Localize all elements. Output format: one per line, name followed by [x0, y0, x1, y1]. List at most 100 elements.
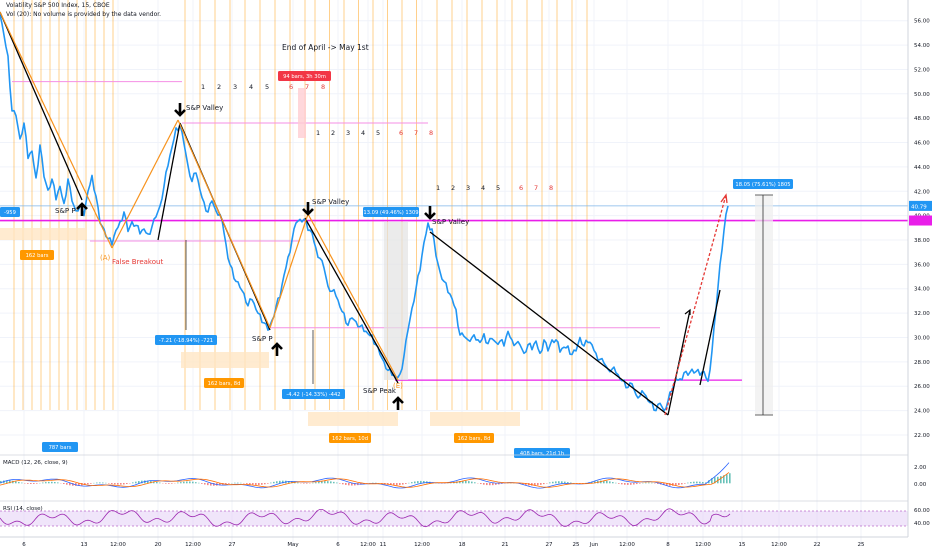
range-box — [298, 88, 306, 138]
x-tick-label: 15 — [739, 542, 746, 548]
macd-histogram-bar — [471, 482, 473, 484]
x-tick-label: 12:00 — [110, 542, 126, 548]
sp-peak-label: S&P P — [55, 207, 76, 215]
macd-histogram-bar — [639, 483, 641, 484]
bars-tag-orange-text: 162 bars, 8d — [208, 381, 241, 387]
count-1-number: 8 — [321, 83, 325, 91]
macd-histogram-bar — [165, 483, 167, 484]
macd-histogram-bar — [648, 483, 650, 484]
macd-histogram-bar — [342, 483, 344, 484]
macd-histogram-bar — [168, 483, 170, 484]
x-tick-label: 8 — [666, 542, 670, 548]
sp-valley-label: S&P Valley — [432, 218, 469, 226]
macd-histogram-bar — [264, 483, 266, 484]
x-tick-label: 25 — [858, 542, 865, 548]
x-tick-label: 13 — [81, 542, 88, 548]
macd-histogram-bar — [138, 481, 140, 483]
macd-histogram-bar — [492, 483, 494, 485]
macd-histogram-bar — [198, 483, 200, 484]
macd-histogram-bar — [702, 482, 704, 483]
macd-histogram-bar — [108, 483, 110, 484]
x-tick-label: May — [287, 542, 299, 548]
macd-histogram-bar — [414, 482, 416, 484]
macd-histogram-bar — [612, 482, 614, 483]
macd-histogram-bar — [228, 483, 230, 484]
macd-histogram-bar — [21, 483, 23, 484]
macd-histogram-bar — [483, 483, 485, 485]
count-2-number: 3 — [346, 129, 350, 137]
last-price-tag-text: 40.79 — [911, 204, 927, 210]
macd-tick-label: 0.00 — [914, 482, 927, 488]
macd-histogram-bar — [333, 482, 335, 483]
measure-tag-text: 18.05 (75.61%) 1805 — [735, 182, 790, 188]
count-2-number: 8 — [429, 129, 433, 137]
macd-histogram-bar — [87, 483, 89, 484]
macd-histogram-bar — [627, 483, 629, 485]
macd-histogram-bar — [126, 483, 128, 484]
x-tick-label: 18 — [459, 542, 466, 548]
macd-histogram-bar — [345, 483, 347, 485]
macd-histogram-bar — [405, 483, 407, 484]
macd-histogram-bar — [54, 482, 56, 483]
count-2-number: 5 — [376, 129, 380, 137]
bars-tag-blue-text: 408 bars, 21d 1h — [520, 451, 564, 457]
count-3-number: 1 — [436, 184, 440, 192]
macd-histogram-bar — [411, 482, 413, 483]
count-3-number: 4 — [481, 184, 485, 192]
range-box — [181, 352, 269, 368]
y-tick-label: 24.00 — [914, 409, 930, 415]
macd-histogram-bar — [621, 483, 623, 484]
macd-histogram-bar — [480, 483, 482, 484]
range-box — [308, 412, 398, 426]
macd-histogram-bar — [270, 483, 272, 484]
macd-histogram-bar — [36, 483, 38, 484]
macd-histogram-bar — [324, 481, 326, 483]
x-tick-label: 27 — [229, 542, 236, 548]
macd-histogram-bar — [120, 483, 122, 485]
macd-histogram-bar — [561, 481, 563, 483]
macd-histogram-bar — [729, 473, 731, 483]
macd-histogram-bar — [693, 482, 695, 484]
macd-histogram-bar — [66, 483, 68, 485]
y-tick-label: 30.00 — [914, 335, 930, 341]
macd-histogram-bar — [48, 482, 50, 483]
sp-peak-label: S&P Peak — [363, 387, 397, 395]
macd-histogram-bar — [114, 483, 116, 484]
macd-histogram-bar — [183, 482, 185, 484]
macd-histogram-bar — [720, 476, 722, 483]
macd-histogram-bar — [687, 483, 689, 484]
macd-histogram-bar — [30, 483, 32, 484]
macd-histogram-bar — [399, 483, 401, 485]
macd-histogram-bar — [240, 483, 242, 484]
macd-histogram-bar — [555, 481, 557, 483]
macd-histogram-bar — [180, 482, 182, 483]
y-tick-label: 42.00 — [914, 189, 930, 195]
macd-histogram-bar — [171, 483, 173, 484]
macd-histogram-bar — [696, 482, 698, 484]
macd-histogram-bar — [318, 482, 320, 484]
macd-histogram-bar — [606, 481, 608, 483]
macd-histogram-bar — [201, 483, 203, 484]
macd-histogram-bar — [204, 483, 206, 485]
y-tick-label: 48.00 — [914, 116, 930, 122]
count-3-number: 3 — [466, 184, 470, 192]
macd-histogram-bar — [96, 483, 98, 484]
macd-histogram-bar — [609, 481, 611, 483]
macd-histogram-bar — [417, 481, 419, 483]
count-1-number: 3 — [233, 83, 237, 91]
macd-histogram-bar — [540, 483, 542, 485]
macd-histogram-bar — [33, 483, 35, 484]
y-tick-label: 32.00 — [914, 311, 930, 317]
x-tick-label: 20 — [155, 542, 162, 548]
count-3-number: 5 — [496, 184, 500, 192]
macd-histogram-bar — [348, 483, 350, 485]
macd-histogram-bar — [690, 482, 692, 483]
macd-histogram-bar — [261, 483, 263, 485]
count-2-number: 4 — [361, 129, 365, 137]
x-tick-label: 21 — [502, 542, 509, 548]
macd-histogram-bar — [624, 483, 626, 485]
macd-histogram-bar — [276, 481, 278, 483]
macd-histogram-bar — [255, 483, 257, 485]
false-breakout-label: False Breakout — [112, 258, 163, 266]
